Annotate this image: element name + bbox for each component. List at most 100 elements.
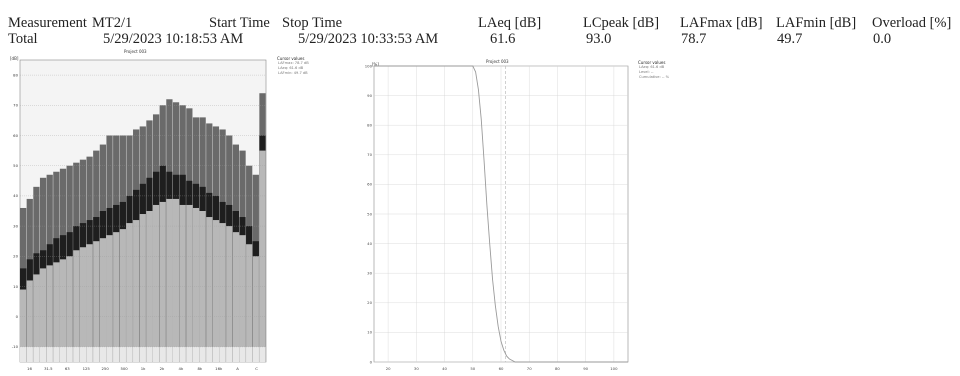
spectrum-y-tick: 50 [13,163,18,168]
spectrum-bar [33,274,40,362]
spectrum-x-tick: 2k [160,366,165,371]
spectrum-bar [93,346,100,362]
spectrum-bar [152,346,160,362]
row-overload: 0.0 [873,31,892,47]
spectrum-bar [172,346,180,362]
stat-unit-label: [%] [372,62,379,67]
spectrum-bar [133,346,140,362]
spectrum-bar [172,198,180,362]
spectrum-bar [206,346,213,362]
spectrum-title: Project 003 [124,49,147,54]
spectrum-bar [73,250,80,362]
spectrum-bar [26,346,33,362]
spectrum-bar [186,204,193,362]
spectrum-bar [192,346,200,362]
spectrum-bar [33,346,40,362]
spectrum-bar [20,289,27,362]
spectrum-bar [53,346,60,362]
stat-cursor-line: Cumulative: -- % [639,75,670,79]
stat-cursor-line: LAeq: 61.6 dB [639,65,665,69]
spectrum-bar [186,346,193,362]
stat-y-tick: 90 [367,93,372,98]
stat-cursor-line: Level: -- [639,70,654,74]
spectrum-x-tick: C [255,366,258,371]
spectrum-bar [59,346,67,362]
stat-y-tick: 10 [367,330,372,335]
stat-y-tick: 60 [367,182,372,187]
spectrum-bar [73,346,80,362]
spectrum-bar [86,346,93,362]
spectrum-bar [146,211,153,362]
spectrum-y-tick: 80 [13,72,18,77]
spectrum-bar [239,235,246,362]
stat-title: Project 003 [486,59,509,64]
spectrum-bar [39,346,47,362]
stat-y-tick: 20 [367,300,372,305]
stat-x-tick: 100 [610,366,618,371]
spectrum-bar [159,201,166,362]
stat-x-tick: 50 [470,366,475,371]
spectrum-bar [166,198,173,362]
spectrum-x-tick: 16k [215,366,223,371]
spectrum-bar [139,214,146,362]
spectrum-bar [46,346,53,362]
spectrum-cursor-title: Cursor values [277,56,305,61]
spectrum-bar [79,247,87,362]
spectrum-bar [119,346,126,362]
spectrum-bar [26,280,33,362]
spectrum-bar [166,346,173,362]
spectrum-bar [99,346,107,362]
spectrum-x-tick: 16 [27,366,32,371]
stat-y-tick: 70 [367,152,372,157]
spectrum-unit-label: [dB] [10,56,19,61]
spectrum-bar [133,220,140,362]
spectrum-bar [192,207,200,362]
spectrum-x-tick: 500 [120,366,128,371]
row-lafmax: 78.7 [681,31,707,47]
spectrum-y-tick: 10 [13,284,18,289]
spectrum-cursor-line: LAeq: 61.6 dB [278,66,304,70]
header-lafmax: LAFmax [dB] [680,15,763,31]
spectrum-bar [59,259,67,362]
spectrum-bar [93,241,100,362]
stat-y-tick: 30 [367,271,372,276]
row-stop-time: 5/29/2023 10:33:53 AM [298,31,439,47]
stat-y-tick: 80 [367,123,372,128]
spectrum-bar [239,346,246,362]
spectrum-y-tick: 0 [16,314,19,319]
spectrum-bar [86,244,93,362]
spectrum-bar [106,346,113,362]
spectrum-x-tick: 250 [102,366,110,371]
spectrum-x-tick: 1k [141,366,146,371]
spectrum-bar [46,265,53,362]
stat-x-tick: 90 [583,366,588,371]
spectrum-bar [159,346,166,362]
row-lafmin: 49.7 [777,31,803,47]
spectrum-bar [66,256,73,362]
spectrum-bar [206,217,213,362]
stat-series-line [374,65,628,363]
spectrum-bar [232,346,240,362]
spectrum-x-tick: 8k [197,366,202,371]
spectrum-bar [219,346,226,362]
row-start-time: 5/29/2023 10:18:53 AM [103,31,244,47]
spectrum-bar [119,229,126,362]
spectrum-y-tick: 40 [13,193,18,198]
spectrum-bar [20,346,27,362]
header-stop-time: Stop Time [282,15,343,31]
row-laeq: 61.6 [490,31,516,47]
spectrum-bar [212,346,220,362]
spectrum-y-tick: 30 [13,223,18,228]
stat-x-tick: 30 [414,366,419,371]
spectrum-bar [259,346,266,362]
spectrum-bar [79,346,87,362]
header-overload: Overload [%] [872,15,952,31]
spectrum-bar [232,232,240,362]
header-measurement: Measurement [8,15,87,31]
spectrum-bar [246,346,253,362]
spectrum-bar [126,223,133,362]
stat-x-tick: 40 [442,366,447,371]
row-label: Total [8,31,38,47]
stat-y-tick: 50 [367,211,372,216]
